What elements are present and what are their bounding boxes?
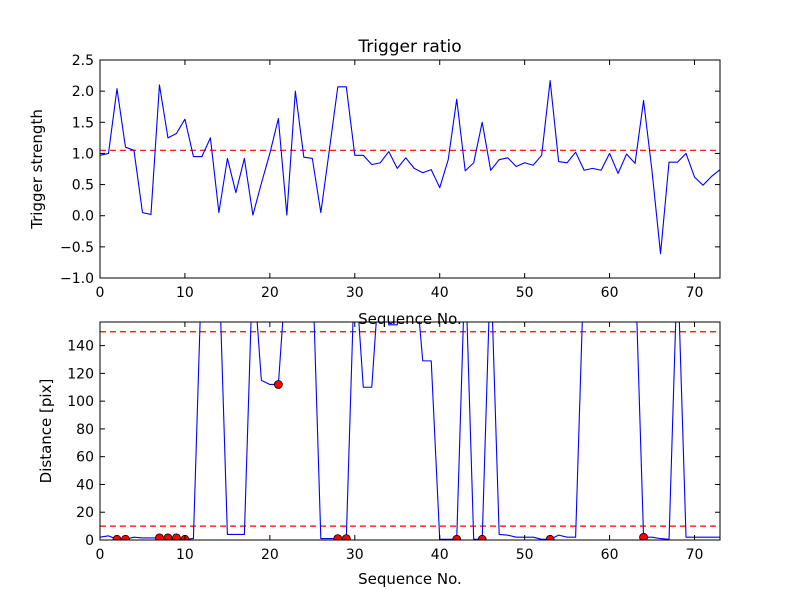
- trigger-xtick-label: 20: [261, 285, 279, 301]
- distance-xtick-label: 20: [261, 547, 279, 563]
- distance-marker-point: [333, 534, 343, 540]
- distance-ytick-label: 0: [85, 533, 94, 549]
- distance-marker-point: [639, 532, 648, 540]
- distance-ytick-label: 20: [76, 505, 94, 521]
- distance-marker-point: [163, 533, 173, 540]
- trigger-ratio-ylabel: Trigger strength: [28, 109, 46, 230]
- distance-marker-point: [155, 533, 164, 540]
- distance-axes-frame: [99, 321, 721, 541]
- trigger-ytick-label: 1.5: [72, 115, 94, 131]
- distance-marker-point: [545, 534, 555, 540]
- distance-marker-point: [477, 534, 487, 540]
- distance-ytick-label: 140: [67, 339, 94, 355]
- trigger-ratio-plot-area: [100, 80, 720, 255]
- trigger-ytick-label: −1.0: [60, 271, 94, 287]
- trigger-ratio-title: Trigger ratio: [357, 37, 461, 57]
- trigger-xtick-label: 30: [346, 285, 364, 301]
- trigger-xtick-label: 50: [516, 285, 534, 301]
- distance-xtick-label: 70: [686, 547, 704, 563]
- trigger-ratio-axes-frame: [99, 59, 721, 279]
- trigger-ratio-subplot: Trigger ratio 0 10 20 30 40 50 60 70 −1.0 −0.5 0.0…: [28, 37, 721, 328]
- trigger-xtick-label: 0: [96, 285, 105, 301]
- trigger-ytick-label: 2.0: [72, 84, 94, 100]
- trigger-ytick-label: 0.0: [72, 209, 94, 225]
- distance-ytick-label: 80: [76, 422, 94, 438]
- trigger-ytick-label: 2.5: [72, 53, 94, 69]
- trigger-ytick-label: 1.0: [72, 146, 94, 162]
- trigger-ratio-ticks: 0 10 20 30 40 50 60 70 −1.0 −0.5 0.0 0.5 1.0 1.5 2.0 2.…: [60, 53, 720, 301]
- distance-ytick-label: 60: [76, 450, 94, 466]
- distance-xlabel: Sequence No.: [358, 570, 462, 588]
- trigger-series-line: [100, 80, 720, 255]
- trigger-ytick-label: −0.5: [60, 240, 94, 256]
- trigger-xtick-label: 60: [601, 285, 619, 301]
- distance-ticks: 0 10 20 30 40 50 60 70 0 20 40 60 80 100 120 140: [67, 322, 720, 563]
- distance-xtick-label: 50: [516, 547, 534, 563]
- trigger-ytick-label: 0.5: [72, 178, 94, 194]
- distance-xtick-label: 40: [431, 547, 449, 563]
- distance-marker-point: [273, 380, 283, 389]
- distance-marker-point: [172, 533, 181, 540]
- distance-plot-area: [100, 322, 720, 540]
- distance-series-line: [100, 322, 720, 540]
- distance-marker-point: [112, 534, 122, 540]
- distance-subplot: 0 10 20 30 40 50 60 70 0 20 40 60 80 100 120 140 Sequen…: [37, 321, 721, 588]
- distance-ylabel: Distance [pix]: [37, 379, 55, 484]
- trigger-ratio-xlabel: Sequence No.: [358, 310, 462, 328]
- distance-marker-point: [452, 534, 462, 540]
- distance-xtick-label: 60: [601, 547, 619, 563]
- distance-ytick-label: 40: [76, 477, 94, 493]
- distance-ytick-label: 100: [67, 394, 94, 410]
- distance-marker-point: [121, 534, 130, 540]
- distance-ytick-label: 120: [67, 366, 94, 382]
- trigger-xtick-label: 70: [686, 285, 704, 301]
- distance-marker-point: [341, 534, 351, 540]
- trigger-xtick-label: 10: [176, 285, 194, 301]
- distance-xtick-label: 10: [176, 547, 194, 563]
- trigger-xtick-label: 40: [431, 285, 449, 301]
- distance-xtick-label: 0: [96, 547, 105, 563]
- distance-xtick-label: 30: [346, 547, 364, 563]
